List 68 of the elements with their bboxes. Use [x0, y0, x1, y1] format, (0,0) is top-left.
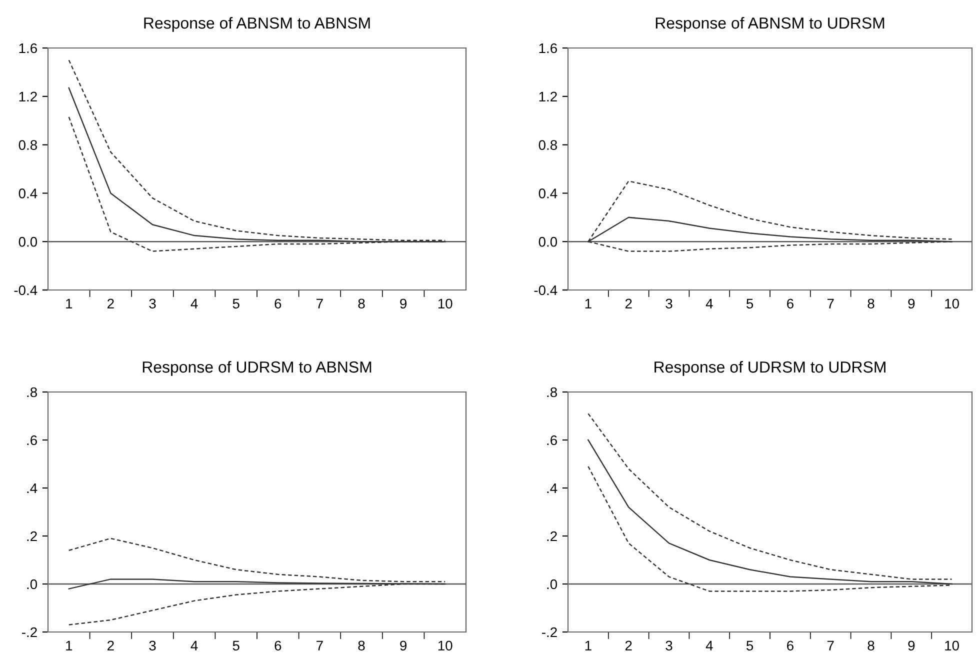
y-tick-label: 1.2 [19, 92, 37, 102]
x-tick-label: 10 [438, 298, 452, 309]
x-tick-label: 9 [400, 640, 407, 651]
x-tick-label: 2 [108, 640, 114, 650]
x-tick-label: 10 [945, 640, 959, 651]
x-tick-label: 2 [108, 298, 114, 308]
y-tick-label: .0 [27, 579, 38, 590]
x-tick-label: 8 [868, 640, 874, 651]
x-tick-label: 4 [706, 298, 713, 308]
x-tick-label: 1 [66, 640, 72, 650]
x-tick-label: 6 [787, 640, 794, 651]
y-tick-label: .4 [547, 483, 558, 494]
x-tick-label: 2 [625, 640, 632, 650]
x-tick-label: 6 [274, 298, 282, 309]
x-tick-label: 4 [190, 640, 198, 650]
y-tick-label: .8 [547, 387, 557, 398]
x-tick-label: 5 [232, 640, 240, 651]
y-tick-label: 0.0 [18, 236, 38, 247]
x-tick-label: 10 [945, 298, 959, 309]
y-tick-label: -.2 [22, 627, 37, 638]
y-tick-label: 0.0 [538, 236, 558, 247]
x-tick-label: 5 [232, 298, 240, 309]
x-tick-label: 10 [438, 640, 452, 651]
x-tick-label: 3 [666, 640, 672, 651]
y-tick-label: .2 [547, 531, 557, 542]
x-tick-label: 7 [827, 640, 834, 650]
x-tick-label: 9 [908, 640, 915, 651]
x-tick-label: 3 [666, 298, 672, 309]
x-tick-label: 3 [149, 640, 156, 651]
x-tick-label: 7 [827, 298, 834, 308]
chart-title: Response of UDRSM to UDRSM [654, 361, 886, 376]
y-tick-label: .6 [547, 435, 557, 446]
y-tick-label: 0.4 [18, 188, 38, 198]
y-tick-label: .0 [547, 579, 558, 590]
x-tick-label: 9 [400, 298, 407, 309]
x-tick-label: 6 [274, 640, 282, 651]
chart-title: Response of UDRSM to ABNSM [142, 361, 372, 376]
x-tick-label: 1 [585, 298, 592, 308]
x-tick-label: 7 [316, 298, 323, 308]
x-tick-label: 1 [585, 640, 592, 650]
chart-title: Response of ABNSM to UDRSM [656, 17, 884, 32]
x-tick-label: 4 [190, 298, 198, 308]
y-tick-label: -0.4 [14, 285, 38, 296]
x-tick-label: 6 [787, 298, 794, 309]
y-tick-label: .4 [27, 483, 38, 494]
y-tick-label: 1.6 [539, 43, 557, 54]
y-tick-label: 1.2 [539, 92, 557, 102]
x-tick-label: 8 [868, 298, 874, 309]
y-tick-label: 1.6 [19, 43, 37, 54]
x-tick-label: 8 [358, 640, 365, 651]
y-tick-label: .2 [27, 531, 37, 542]
x-tick-label: 4 [706, 640, 713, 650]
y-tick-label: 0.8 [18, 140, 37, 150]
x-tick-label: 5 [746, 298, 754, 309]
x-tick-label: 2 [625, 298, 632, 308]
x-tick-label: 3 [149, 298, 156, 309]
y-tick-label: .6 [27, 435, 37, 446]
x-tick-label: 7 [316, 640, 323, 650]
x-tick-label: 8 [358, 298, 365, 309]
x-tick-label: 1 [66, 298, 72, 308]
chart-title: Response of ABNSM to ABNSM [144, 17, 370, 32]
y-tick-label: -.2 [542, 627, 557, 638]
y-tick-label: 0.4 [538, 188, 558, 198]
x-tick-label: 9 [908, 298, 915, 309]
y-tick-label: .8 [27, 387, 37, 398]
x-tick-label: 5 [746, 640, 754, 651]
y-tick-label: 0.8 [538, 140, 557, 150]
y-tick-label: -0.4 [534, 285, 558, 296]
